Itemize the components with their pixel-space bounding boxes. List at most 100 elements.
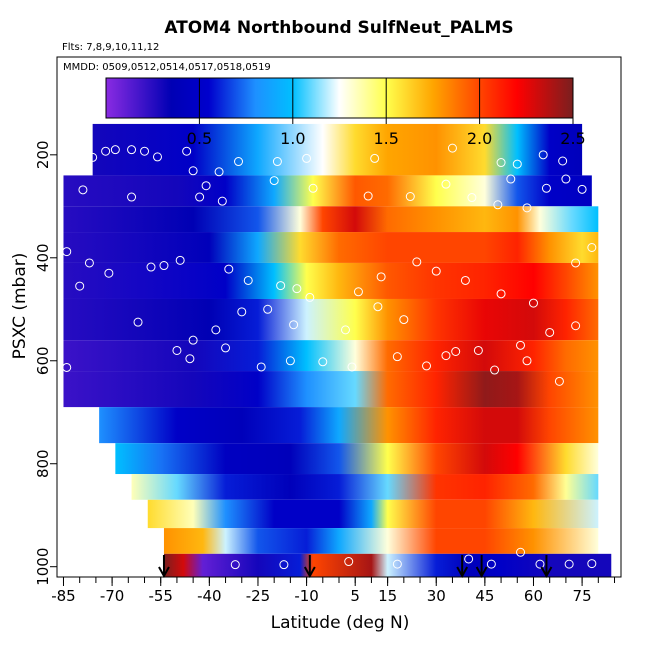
x-tick-label: 60	[524, 587, 543, 605]
observation-point	[62, 247, 72, 257]
observation-point	[554, 376, 564, 386]
observation-point	[214, 167, 224, 177]
observation-point	[133, 317, 143, 327]
colorbar	[105, 77, 574, 119]
heatmap-row	[63, 340, 599, 372]
heatmap-row	[131, 474, 599, 500]
flight-arrows	[158, 555, 553, 579]
heatmap-row	[63, 232, 599, 263]
observation-point	[451, 346, 461, 356]
observation-point	[140, 146, 150, 156]
observation-point	[84, 258, 94, 268]
flight-arrow	[303, 555, 316, 579]
flight-arrow-head	[540, 566, 553, 579]
observation-point	[188, 335, 198, 345]
observation-point	[528, 298, 538, 308]
y-tick-label: 600	[34, 346, 52, 375]
observation-point	[577, 184, 587, 194]
x-tick-label: 5	[350, 587, 360, 605]
colorbar-tick-label: 2.0	[467, 129, 492, 148]
x-axis: -85 -70 -55 -40 -25 -10 5 15 30 45 60 75	[51, 577, 616, 605]
observation-markers	[58, 143, 597, 570]
observation-point	[571, 321, 581, 331]
mmdd-label: MMDD: 0509,0512,0514,0517,0518,0519	[63, 62, 271, 73]
flight-arrow	[475, 555, 488, 579]
x-tick-label: -40	[197, 587, 222, 605]
observation-point	[496, 158, 506, 168]
observation-point	[110, 145, 120, 155]
observation-point	[447, 143, 457, 153]
flight-arrow	[158, 555, 170, 579]
heatmap-row	[99, 407, 599, 444]
flight-arrow	[456, 555, 469, 579]
observation-point	[195, 192, 205, 202]
observation-point	[58, 159, 68, 169]
observation-point	[308, 183, 318, 193]
observation-point	[373, 302, 383, 312]
x-tick-label: -55	[148, 587, 173, 605]
observation-point	[104, 268, 114, 278]
observation-point	[272, 157, 282, 167]
y-tick-label: 200	[34, 141, 52, 170]
observation-point	[234, 157, 244, 167]
observation-point	[217, 196, 227, 206]
observation-point	[467, 193, 477, 203]
observation-point	[230, 560, 240, 570]
observation-point	[344, 557, 354, 567]
colorbar-tick-label: 0.5	[187, 129, 212, 148]
flight-arrow	[540, 555, 553, 579]
observation-point	[127, 145, 137, 155]
y-tick-label: 400	[34, 243, 52, 272]
x-axis-label: Latitude (deg N)	[270, 613, 410, 633]
observation-point	[221, 343, 231, 353]
observation-point	[279, 560, 289, 570]
observation-point	[75, 281, 85, 291]
x-tick-label: -25	[246, 587, 271, 605]
x-tick-label: -70	[100, 587, 125, 605]
x-tick-label: -10	[294, 587, 319, 605]
observation-point	[172, 345, 182, 355]
observation-point	[305, 292, 315, 302]
observation-point	[146, 262, 156, 272]
observation-point	[318, 357, 328, 367]
observation-point	[512, 159, 522, 169]
observation-point	[392, 559, 402, 569]
observation-point	[237, 307, 247, 317]
observation-point	[564, 559, 574, 569]
observation-point	[493, 200, 503, 210]
observation-point	[276, 281, 286, 291]
observation-point	[460, 275, 470, 285]
heatmap-row	[63, 298, 599, 341]
observation-point	[571, 258, 581, 268]
heatmap-row	[63, 371, 599, 408]
observation-point	[392, 352, 402, 362]
observation-point	[88, 152, 98, 162]
flight-arrow-head	[303, 566, 316, 579]
observation-point	[464, 554, 474, 564]
observation-point	[376, 272, 386, 282]
observation-point	[561, 174, 571, 184]
observation-point	[152, 152, 162, 162]
x-tick-label: 15	[378, 587, 397, 605]
heatmap-row	[115, 443, 599, 475]
observation-point	[149, 554, 159, 564]
flights-label: Flts: 7,8,9,10,11,12	[62, 42, 160, 53]
observation-point	[441, 351, 451, 361]
observation-point	[405, 192, 415, 202]
heatmap-row	[147, 499, 599, 529]
observation-point	[243, 275, 253, 285]
observation-point	[340, 325, 350, 335]
observation-point	[269, 176, 279, 186]
observation-point	[587, 559, 597, 569]
observation-point	[101, 146, 111, 156]
observation-point	[78, 185, 88, 195]
heatmap-row	[163, 553, 612, 577]
observation-point	[490, 365, 500, 375]
observation-point	[188, 166, 198, 176]
x-tick-label: 30	[427, 587, 446, 605]
heatmap-row	[92, 123, 583, 176]
chart-title: ATOM4 Northbound SulfNeut_PALMS	[164, 18, 514, 38]
heatmap-row	[63, 262, 599, 299]
observation-point	[185, 354, 195, 364]
